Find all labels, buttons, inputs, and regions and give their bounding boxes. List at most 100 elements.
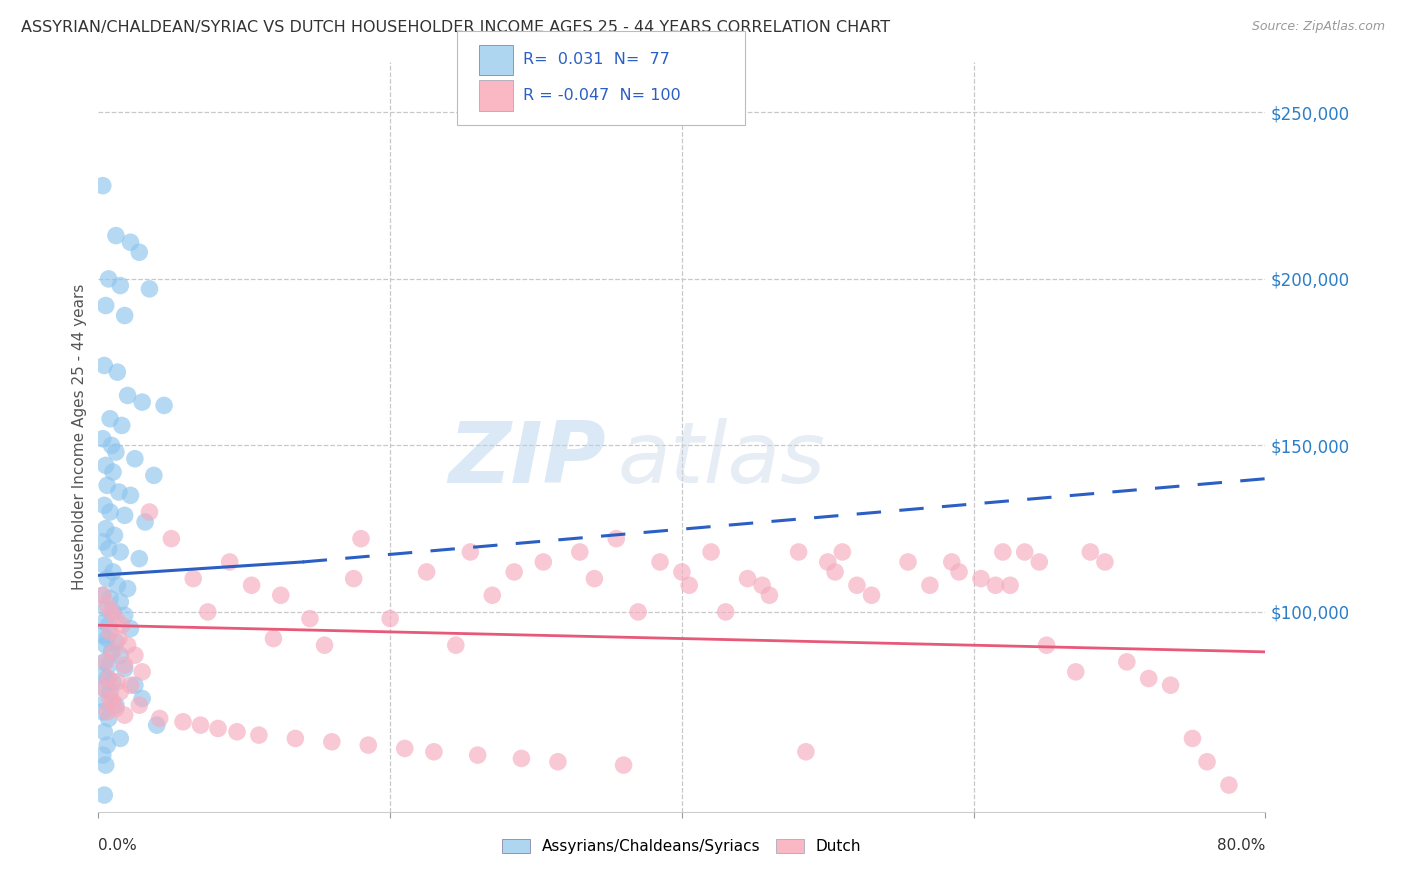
Point xyxy=(970,572,993,586)
Text: 80.0%: 80.0% xyxy=(1218,838,1265,854)
Point xyxy=(314,638,336,652)
Point xyxy=(91,535,114,549)
Point xyxy=(1218,778,1240,792)
Point xyxy=(98,691,121,706)
Point xyxy=(605,532,627,546)
Point xyxy=(444,638,467,652)
Point xyxy=(240,578,263,592)
Point xyxy=(93,558,115,573)
Point xyxy=(481,588,503,602)
Point xyxy=(758,588,780,602)
Point xyxy=(101,695,124,709)
Point xyxy=(531,555,554,569)
Point xyxy=(94,655,117,669)
Point xyxy=(1028,555,1050,569)
Point xyxy=(93,724,115,739)
Point xyxy=(114,608,136,623)
Point xyxy=(460,545,482,559)
Point xyxy=(105,674,128,689)
Point xyxy=(108,485,131,500)
Point xyxy=(1064,665,1087,679)
Point xyxy=(247,728,270,742)
Point xyxy=(98,685,121,699)
Point xyxy=(1181,731,1204,746)
Point xyxy=(91,668,114,682)
Point xyxy=(117,388,139,402)
Text: Source: ZipAtlas.com: Source: ZipAtlas.com xyxy=(1251,20,1385,33)
Point xyxy=(117,638,139,652)
Point xyxy=(394,741,416,756)
Point xyxy=(138,282,160,296)
Point xyxy=(104,445,127,459)
Point xyxy=(918,578,941,592)
Point xyxy=(110,731,132,746)
Point xyxy=(120,678,142,692)
Point xyxy=(96,478,118,492)
Point xyxy=(190,718,212,732)
Point xyxy=(737,572,759,586)
Point xyxy=(93,788,115,802)
Point xyxy=(503,565,526,579)
Point xyxy=(128,698,150,713)
Point xyxy=(128,245,150,260)
Point xyxy=(284,731,307,746)
Point xyxy=(146,718,169,732)
Point xyxy=(714,605,737,619)
Point xyxy=(941,555,963,569)
Point xyxy=(114,708,136,723)
Point xyxy=(91,432,114,446)
Point xyxy=(104,635,127,649)
Point xyxy=(824,565,846,579)
Point xyxy=(298,611,321,625)
Point xyxy=(114,658,136,673)
Point xyxy=(98,591,121,606)
Point xyxy=(138,505,160,519)
Point xyxy=(678,578,700,592)
Point xyxy=(117,582,139,596)
Point xyxy=(108,632,131,646)
Point xyxy=(96,672,118,686)
Point xyxy=(124,451,146,466)
Point xyxy=(207,722,229,736)
Point xyxy=(831,545,853,559)
Point xyxy=(110,648,132,663)
Point xyxy=(96,599,118,613)
Point xyxy=(1152,864,1174,879)
Point xyxy=(94,601,117,615)
Point xyxy=(270,588,292,602)
Point xyxy=(700,545,723,559)
Point xyxy=(380,611,402,625)
Point xyxy=(226,724,249,739)
Point xyxy=(751,578,773,592)
Point xyxy=(98,624,121,639)
Point xyxy=(671,565,693,579)
Point xyxy=(128,551,150,566)
Point xyxy=(120,235,142,250)
Point xyxy=(897,555,920,569)
Point xyxy=(124,678,146,692)
Point xyxy=(120,488,142,502)
Point xyxy=(110,595,132,609)
Point xyxy=(91,178,114,193)
Point xyxy=(627,605,650,619)
Point xyxy=(105,365,128,379)
Point xyxy=(218,555,240,569)
Point xyxy=(103,528,125,542)
Point xyxy=(568,545,591,559)
Point xyxy=(1080,545,1102,559)
Point xyxy=(91,628,114,642)
Point xyxy=(948,565,970,579)
Point xyxy=(794,745,817,759)
Point xyxy=(97,272,120,286)
Point xyxy=(846,578,869,592)
Point xyxy=(1160,678,1182,692)
Point xyxy=(94,695,117,709)
Point xyxy=(583,572,606,586)
Point xyxy=(101,645,124,659)
Point xyxy=(860,588,883,602)
Point xyxy=(1115,655,1137,669)
Point xyxy=(93,359,115,373)
Point xyxy=(97,711,120,725)
Point xyxy=(114,661,136,675)
Point xyxy=(101,565,124,579)
